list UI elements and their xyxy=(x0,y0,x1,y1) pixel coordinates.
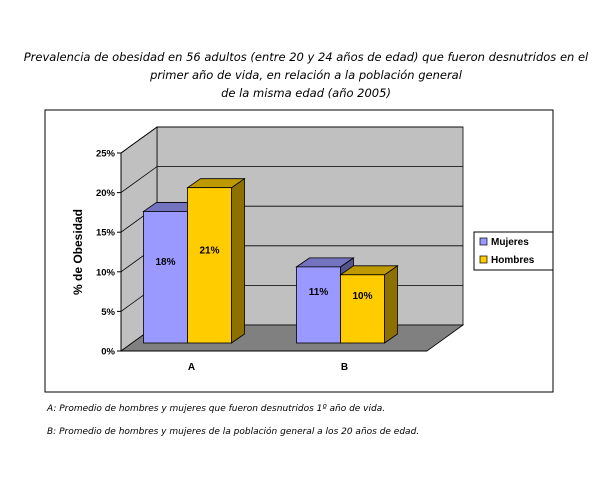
legend-label-mujeres: Mujeres xyxy=(491,237,529,248)
y-tick-label: 5% xyxy=(101,307,115,318)
y-tick-label: 20% xyxy=(96,188,116,199)
title-line-2: primer año de vida, en relación a la pob… xyxy=(150,68,462,82)
bar-mujeres-b xyxy=(296,266,341,344)
gridline xyxy=(120,126,463,154)
title-line-3: de la misma edad (año 2005) xyxy=(221,86,391,100)
data-label: 11% xyxy=(309,287,329,298)
legend-swatch-mujeres xyxy=(479,237,488,246)
note-a: A: Promedio de hombres y mujeres que fue… xyxy=(47,404,386,414)
x-tick-label: B xyxy=(341,362,348,373)
y-tick-label: 10% xyxy=(96,267,116,278)
bar-hombres-b xyxy=(340,274,385,344)
data-label: 18% xyxy=(155,257,175,268)
y-tick-label: 15% xyxy=(96,228,116,239)
bar-side-hombres xyxy=(384,265,398,344)
title-line-1: Prevalencia de obesidad en 56 adultos (e… xyxy=(23,50,589,64)
x-tick-label: A xyxy=(188,362,195,373)
legend-label-hombres: Hombres xyxy=(491,255,535,266)
y-tick-label: 25% xyxy=(96,149,116,160)
bar-side-hombres xyxy=(231,177,245,344)
note-b: B: Promedio de hombres y mujeres de la p… xyxy=(47,427,420,437)
legend-swatch-hombres xyxy=(479,255,488,264)
y-tick-label: 0% xyxy=(101,347,115,358)
y-axis-label: % de Obesidad xyxy=(71,209,85,295)
data-label: 21% xyxy=(199,245,219,256)
bar-hombres-a xyxy=(187,187,232,344)
chart-title: Prevalencia de obesidad en 56 adultos (e… xyxy=(10,48,602,102)
gridline xyxy=(120,166,463,193)
bar-mujeres-a xyxy=(143,211,188,344)
data-label: 10% xyxy=(352,291,372,302)
